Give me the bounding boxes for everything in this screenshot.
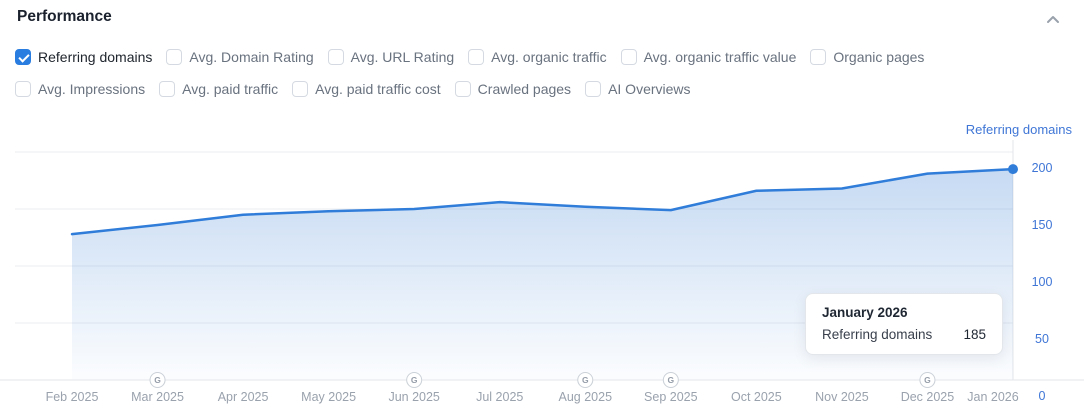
google-update-marker-icon[interactable]: [406, 372, 423, 388]
x-tick-label: Sep 2025: [644, 390, 698, 404]
x-tick-label: Jul 2025: [476, 390, 523, 404]
checkbox-unchecked-icon[interactable]: [585, 81, 602, 97]
checkbox-unchecked-icon[interactable]: [292, 81, 309, 97]
tooltip-metric-value: 185: [963, 327, 986, 342]
filter-crawled-pages[interactable]: Crawled pages: [454, 81, 572, 97]
checkbox-unchecked-icon[interactable]: [810, 49, 827, 65]
google-update-marker-icon[interactable]: [919, 372, 936, 388]
filter-avg-organic-traffic[interactable]: Avg. organic traffic: [468, 49, 607, 65]
filter-label: Avg. Impressions: [38, 81, 146, 97]
filter-label: Crawled pages: [477, 81, 572, 97]
tooltip-metric-label: Referring domains: [822, 327, 933, 342]
google-update-marker-letter: G: [582, 375, 589, 385]
google-update-marker-icon[interactable]: [149, 372, 166, 388]
y-tick-label-200: 200: [1032, 161, 1053, 175]
filter-avg-impressions[interactable]: Avg. Impressions: [15, 81, 145, 97]
checkbox-unchecked-icon[interactable]: [454, 81, 471, 97]
checkbox-unchecked-icon[interactable]: [327, 49, 344, 65]
google-update-marker-letter: G: [924, 375, 931, 385]
tooltip-date: January 2026: [822, 305, 908, 320]
filter-label: Avg. organic traffic: [491, 49, 607, 65]
x-tick-label: Aug 2025: [559, 390, 613, 404]
checkbox-unchecked-icon[interactable]: [15, 81, 31, 97]
google-update-marker-letter: G: [411, 375, 418, 385]
collapse-panel-button[interactable]: [1042, 10, 1064, 30]
google-update-marker-icon[interactable]: [662, 372, 679, 388]
x-tick-label: Dec 2025: [901, 390, 955, 404]
checkbox-checked-icon[interactable]: [15, 49, 31, 65]
series-line: [70, 167, 1015, 236]
checkbox-unchecked-icon[interactable]: [620, 49, 637, 65]
filter-label: Avg. paid traffic cost: [315, 81, 441, 97]
x-tick-label: Nov 2025: [815, 390, 869, 404]
chevron-up-icon: [1047, 16, 1059, 23]
panel-title: Performance: [17, 8, 112, 25]
filter-label: Organic pages: [833, 49, 925, 65]
highlighted-data-point[interactable]: [1008, 164, 1018, 175]
x-tick-label: Feb 2025: [46, 390, 99, 404]
tooltip-row: Referring domains 185: [822, 327, 986, 342]
filter-label: Avg. paid traffic: [182, 81, 279, 97]
chart-tooltip: January 2026 Referring domains 185: [805, 293, 1003, 355]
x-tick-label: Jun 2025: [388, 390, 439, 404]
google-update-marker-letter: G: [668, 375, 675, 385]
filter-avg-paid-traffic-cost[interactable]: Avg. paid traffic cost: [292, 81, 441, 97]
x-tick-label: Mar 2025: [131, 390, 184, 404]
filter-label: Referring domains: [38, 49, 153, 65]
filter-label: Avg. URL Rating: [350, 49, 455, 65]
filter-referring-domains[interactable]: Referring domains: [15, 49, 152, 65]
filter-ai-overviews[interactable]: AI Overviews: [585, 81, 691, 97]
checkbox-unchecked-icon[interactable]: [166, 49, 183, 65]
filter-avg-paid-traffic[interactable]: Avg. paid traffic: [159, 81, 278, 97]
metric-filters-row-2: Avg. Impressions Avg. paid traffic Avg. pa…: [15, 78, 691, 100]
y-tick-label-50: 50: [1035, 332, 1049, 346]
checkbox-unchecked-icon[interactable]: [468, 49, 485, 65]
google-update-marker-letter: G: [154, 375, 161, 385]
filter-label: AI Overviews: [608, 81, 691, 97]
filter-avg-url-rating[interactable]: Avg. URL Rating: [327, 49, 455, 65]
metric-filters-row-1: Referring domains Avg. Domain Rating Avg. …: [15, 46, 924, 68]
filter-avg-domain-rating[interactable]: Avg. Domain Rating: [166, 49, 314, 65]
y-tick-label-100: 100: [1032, 275, 1053, 289]
series-area-fill: [72, 169, 1013, 380]
y-tick-label-0: 0: [1039, 389, 1046, 403]
x-tick-label: Jan 2026: [967, 390, 1018, 404]
y-axis-series-label: Referring domains: [966, 122, 1073, 137]
filter-organic-pages[interactable]: Organic pages: [810, 49, 924, 65]
filter-label: Avg. Domain Rating: [189, 49, 314, 65]
filter-avg-organic-traffic-value[interactable]: Avg. organic traffic value: [620, 49, 797, 65]
filter-label: Avg. organic traffic value: [643, 49, 797, 65]
x-tick-label: May 2025: [301, 390, 356, 404]
checkbox-unchecked-icon[interactable]: [159, 81, 176, 97]
y-tick-label-150: 150: [1032, 218, 1053, 232]
google-update-marker-icon[interactable]: [577, 372, 594, 388]
x-tick-label: Apr 2025: [218, 390, 269, 404]
x-tick-label: Oct 2025: [731, 390, 782, 404]
